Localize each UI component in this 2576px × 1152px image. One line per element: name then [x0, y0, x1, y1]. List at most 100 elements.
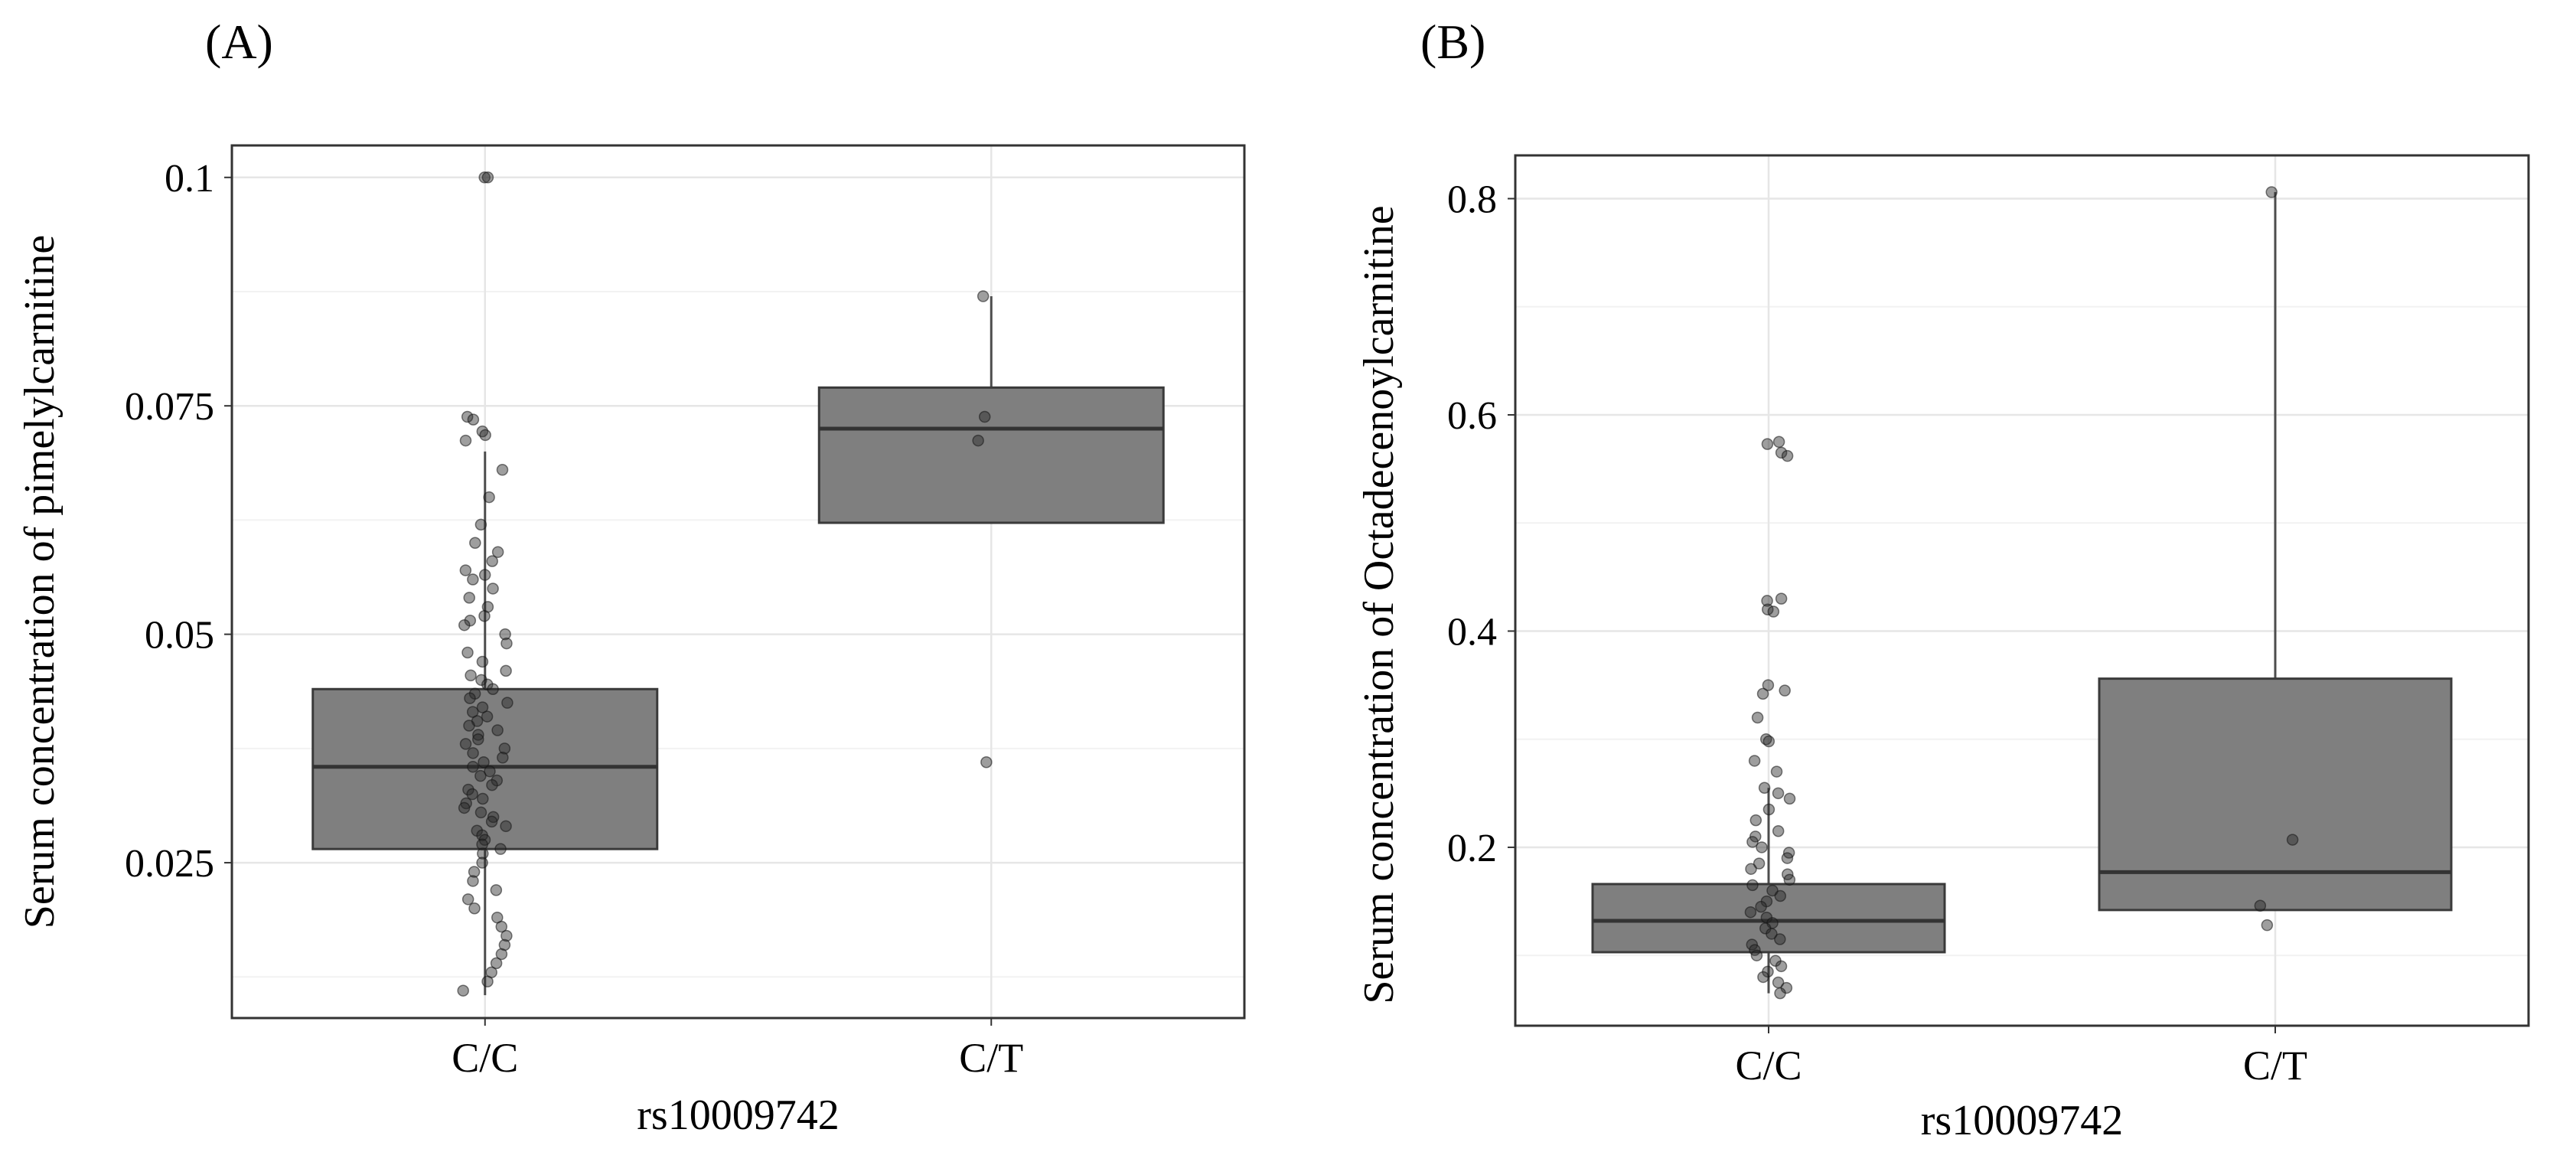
y-tick-label-a: 0.1 [165, 157, 214, 201]
data-point [1746, 879, 1759, 892]
data-point [1783, 873, 1796, 886]
data-point [1762, 803, 1775, 816]
data-point [478, 171, 491, 184]
data-point [477, 847, 489, 860]
data-point [501, 929, 513, 942]
data-point [465, 669, 477, 682]
y-axis-title-a: Serum concentration of pimelylcarnitine [16, 235, 64, 929]
data-point [476, 701, 489, 713]
x-tick-label-b: C/T [2243, 1043, 2307, 1088]
data-point [1762, 679, 1775, 691]
data-point [1781, 852, 1794, 864]
data-point [1756, 687, 1769, 700]
data-point [468, 866, 481, 878]
data-point [487, 683, 499, 696]
box-cc [1591, 883, 1946, 954]
x-axis-title-a: rs10009742 [637, 1092, 839, 1139]
data-point [500, 820, 512, 833]
data-point [478, 610, 491, 622]
data-point [501, 637, 513, 650]
data-point [495, 920, 508, 933]
data-point [466, 788, 478, 801]
y-axis-title-b: Serum concentration of Octadecenoylcarni… [1355, 205, 1403, 1004]
data-point [467, 760, 479, 773]
data-point [497, 752, 509, 764]
data-point [495, 948, 508, 961]
data-point [499, 628, 511, 641]
data-point [1770, 765, 1783, 778]
data-point [458, 801, 471, 814]
data-point [457, 984, 469, 997]
y-tick-label-b: 0.6 [1447, 394, 1497, 438]
data-point [500, 664, 512, 677]
data-point [978, 410, 991, 423]
x-axis-title-b: rs10009742 [1921, 1097, 2123, 1144]
data-point [479, 429, 491, 442]
data-point [467, 747, 479, 759]
data-point [1744, 906, 1757, 919]
data-point [472, 729, 484, 741]
data-point [1775, 446, 1788, 459]
y-tick-label-a: 0.025 [125, 842, 214, 886]
data-point [1762, 735, 1775, 748]
data-point [494, 843, 507, 855]
data-point [463, 592, 475, 604]
data-point [501, 697, 514, 709]
panel-label-b: (B) [1420, 15, 1486, 69]
data-point [476, 838, 488, 850]
data-point [2286, 834, 2299, 846]
data-point [461, 646, 474, 659]
plot-background-a [232, 145, 1244, 1018]
data-point [459, 738, 472, 750]
data-point [459, 564, 472, 576]
data-point [1775, 960, 1788, 973]
y-tick-label-a: 0.075 [125, 385, 214, 429]
data-point [481, 710, 494, 723]
data-point [485, 815, 498, 828]
data-point [1783, 792, 1796, 805]
data-point [1779, 684, 1791, 697]
x-tick-label-a: C/T [959, 1035, 1023, 1081]
data-point [458, 618, 471, 631]
x-tick-label-a: C/C [452, 1035, 518, 1081]
data-point [498, 742, 511, 755]
data-point [1761, 595, 1773, 607]
data-point [1746, 938, 1759, 951]
data-point [490, 884, 503, 896]
data-point [459, 434, 472, 447]
data-point [2254, 899, 2267, 912]
data-point [476, 655, 489, 668]
data-point [1775, 592, 1788, 605]
data-point [980, 756, 993, 769]
data-point [1750, 949, 1763, 961]
data-point [972, 434, 984, 447]
data-point [1751, 711, 1764, 724]
data-point [467, 413, 480, 426]
data-point [474, 806, 487, 819]
data-point [484, 765, 496, 778]
data-point [1772, 825, 1785, 837]
data-point [1749, 814, 1762, 827]
y-tick-label-b: 0.8 [1447, 178, 1497, 221]
data-point [462, 783, 474, 796]
data-point [490, 957, 503, 970]
data-point [481, 171, 494, 184]
data-point [476, 857, 488, 869]
data-point [1746, 836, 1759, 848]
data-point [467, 875, 479, 887]
data-point [1761, 438, 1774, 450]
box-ct [817, 386, 1165, 524]
data-point [1767, 605, 1780, 618]
data-point [464, 692, 476, 704]
data-point [491, 724, 504, 736]
data-point [1755, 900, 1767, 913]
data-point [474, 518, 487, 531]
plot-border-a [230, 144, 1246, 1020]
data-point [1781, 449, 1794, 462]
y-tick-label-a: 0.05 [145, 614, 214, 658]
data-point [1753, 857, 1766, 870]
data-point [496, 464, 509, 476]
data-point [474, 769, 487, 782]
data-point [1757, 971, 1769, 984]
